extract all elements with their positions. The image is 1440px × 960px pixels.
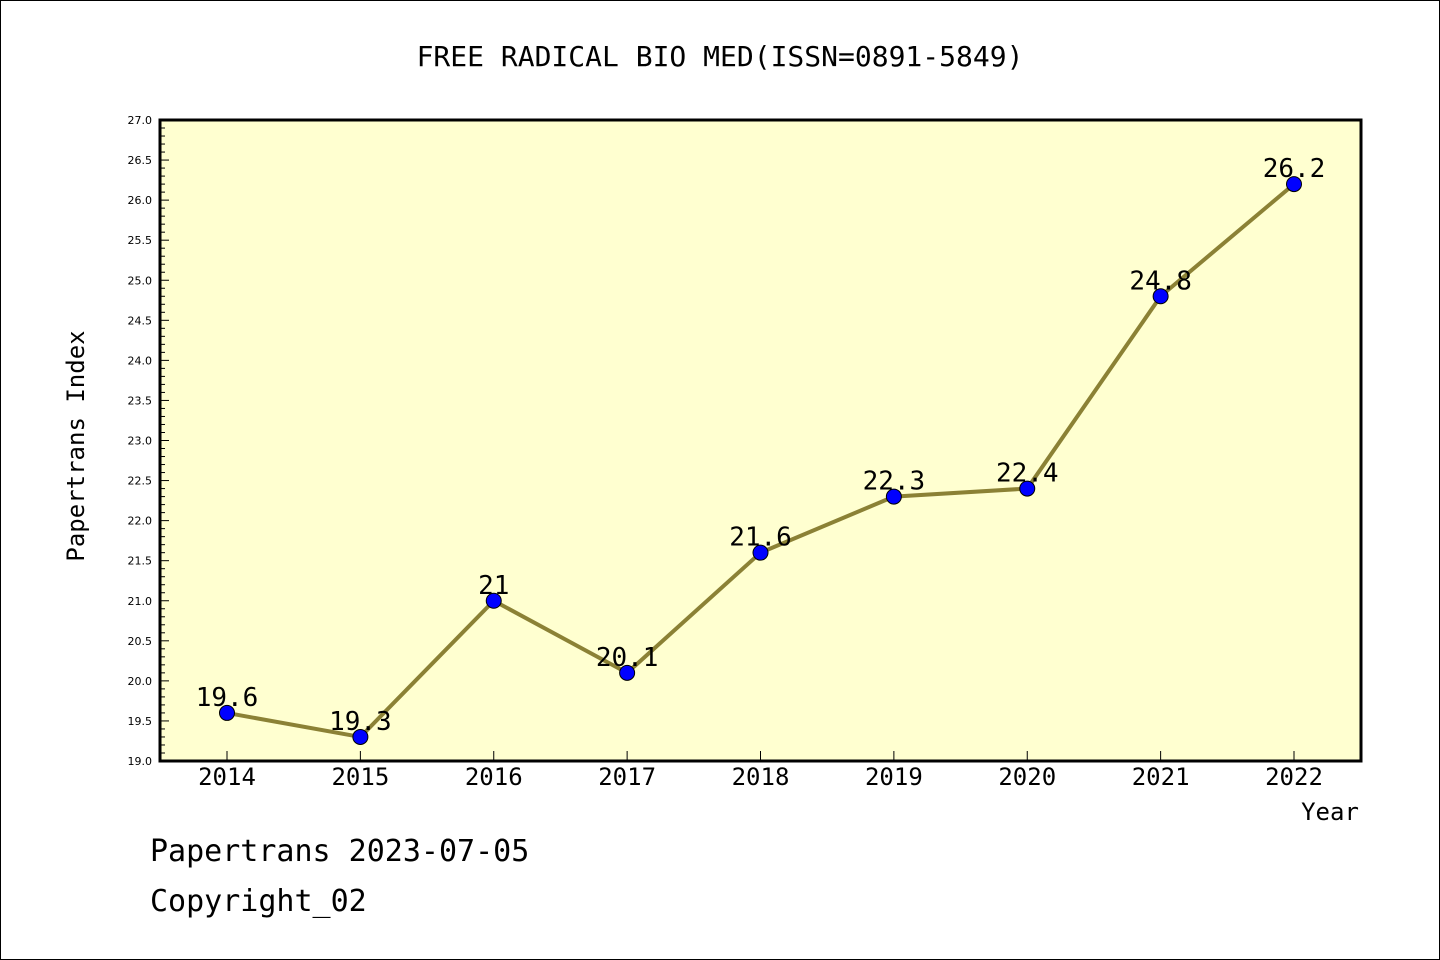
- data-point: [1152, 288, 1169, 305]
- y-tick-label: 23.0: [128, 435, 153, 448]
- y-axis-title: Papertrans Index: [62, 330, 90, 561]
- y-tick-label: 27.0: [128, 114, 153, 127]
- y-tick-label: 26.5: [128, 154, 153, 167]
- plot-area: [160, 120, 1361, 761]
- y-tick-label: 19.5: [128, 715, 153, 728]
- x-tick-label: 2021: [1132, 763, 1190, 791]
- chart-title: FREE RADICAL BIO MED(ISSN=0891-5849): [417, 40, 1024, 73]
- plot-border: [158, 118, 1363, 763]
- data-point: [1019, 480, 1036, 497]
- data-point: [619, 664, 636, 681]
- y-tick-label: 24.0: [128, 354, 153, 367]
- x-tick-label: 2016: [465, 763, 523, 791]
- y-tick-label: 20.5: [128, 635, 153, 648]
- data-label: 21.6: [729, 523, 792, 553]
- y-tick-label: 23.5: [128, 394, 153, 407]
- x-tick-label: 2017: [598, 763, 656, 791]
- data-point: [485, 592, 502, 609]
- x-tick-label: 2014: [198, 763, 256, 791]
- data-point: [752, 544, 769, 561]
- footer-date-line: Papertrans 2023-07-05: [150, 834, 530, 869]
- data-point: [1286, 176, 1302, 193]
- data-point: [352, 728, 369, 745]
- y-tick-label: 26.0: [128, 194, 153, 207]
- y-tick-label: 25.5: [128, 234, 153, 247]
- data-label: 26.2: [1263, 154, 1326, 184]
- y-tick-label: 21.0: [128, 595, 153, 608]
- data-markers: [219, 176, 1302, 745]
- data-label: 20.1: [596, 643, 659, 673]
- y-tick-label: 24.5: [128, 314, 153, 327]
- y-tick-label: 22.5: [128, 475, 153, 488]
- data-label: 19.6: [196, 683, 259, 713]
- x-axis: 2014 2015 2016 2017 2018 2019 2020 2021 2022: [198, 751, 1323, 791]
- y-tick-label: 21.5: [128, 555, 153, 568]
- x-tick-label: 2019: [865, 763, 923, 791]
- data-point: [219, 704, 235, 721]
- x-tick-label: 2020: [998, 763, 1056, 791]
- footer-copyright-line: Copyright_02: [150, 884, 367, 919]
- data-label: 22.4: [996, 459, 1059, 489]
- data-label: 22.3: [863, 467, 926, 497]
- x-tick-label: 2018: [732, 763, 790, 791]
- x-axis-title: Year: [1301, 798, 1359, 826]
- x-tick-label: 2022: [1265, 763, 1323, 791]
- data-label: 21: [478, 571, 509, 601]
- y-tick-label: 25.0: [128, 274, 153, 287]
- y-tick-label: 20.0: [128, 675, 153, 688]
- data-labels: 19.6 19.3 21 20.1 21.6 22.3 22.4 24.8 26.2: [196, 154, 1326, 737]
- y-tick-label: 22.0: [128, 515, 153, 528]
- x-tick-label: 2015: [331, 763, 389, 791]
- data-point: [885, 488, 902, 505]
- data-label: 24.8: [1129, 266, 1192, 296]
- y-axis: 19.0 19.5 20.0 20.5 21.0 21.5 22.0 22.5 23.0 23.5…: [128, 114, 169, 768]
- data-label: 19.3: [329, 707, 392, 737]
- y-tick-label: 19.0: [128, 755, 153, 768]
